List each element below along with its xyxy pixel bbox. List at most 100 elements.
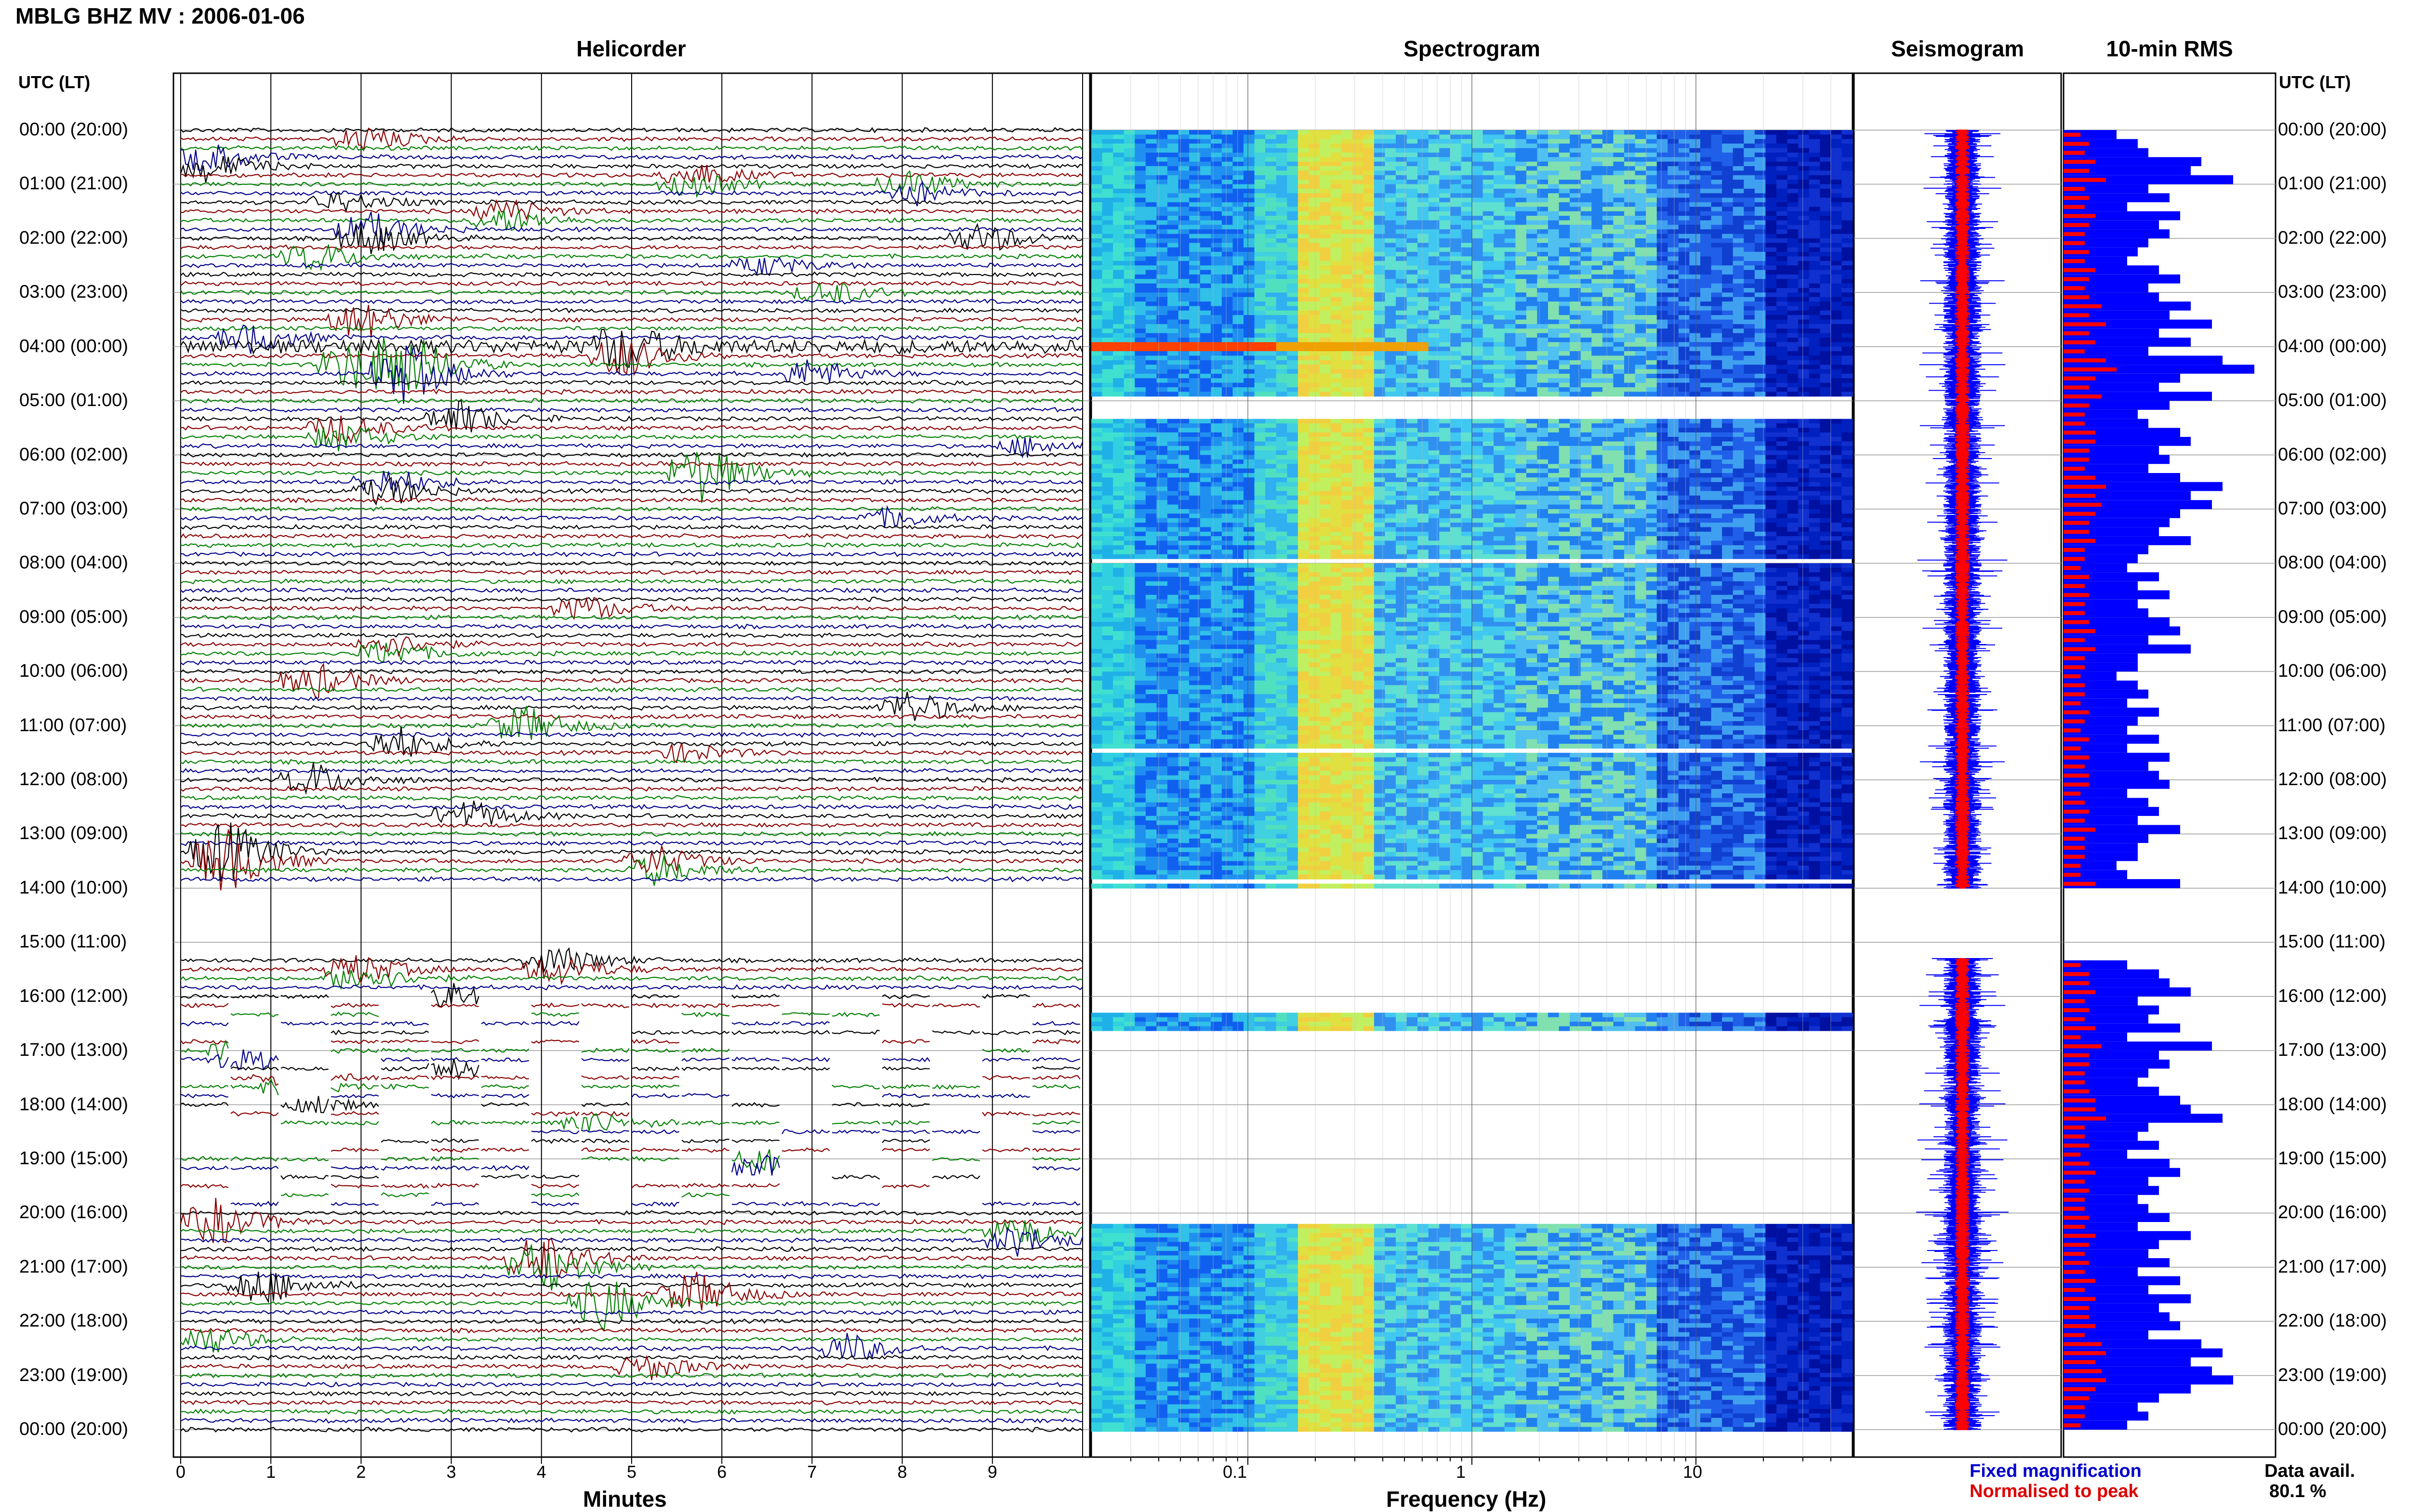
spectrogram-cell — [1450, 392, 1462, 397]
spectrogram-cell — [1591, 360, 1603, 365]
spectrogram-cell — [1830, 148, 1842, 153]
spectrogram-cell — [1200, 319, 1211, 325]
spectrogram-cell — [1363, 256, 1375, 262]
spectrogram-cell — [1254, 270, 1266, 275]
spectrogram-cell — [1341, 224, 1353, 230]
spectrogram-cell — [1635, 144, 1646, 149]
spectrogram-cell — [1189, 329, 1201, 334]
spectrogram-cell — [1504, 175, 1516, 180]
spectrogram-cell — [1765, 180, 1777, 184]
spectrogram-cell — [1733, 148, 1744, 153]
spectrogram-cell — [1254, 251, 1266, 257]
spectrogram-cell — [1668, 302, 1679, 306]
spectrogram-cell — [1700, 144, 1712, 149]
spectrogram-cell — [1624, 333, 1636, 338]
spectrogram-cell — [1461, 270, 1472, 275]
spectrogram-cell — [1482, 130, 1494, 135]
spectrogram-cell — [1668, 342, 1679, 347]
spectrogram-cell — [1548, 197, 1560, 203]
spectrogram-cell — [1417, 378, 1429, 383]
spectrogram-cell — [1374, 251, 1386, 257]
spectrogram-cell — [1624, 346, 1636, 352]
spectrogram-cell — [1635, 346, 1646, 352]
spectrogram-cell — [1297, 193, 1310, 198]
spectrogram-cell — [1830, 157, 1842, 162]
spectrogram-cell — [1689, 292, 1701, 298]
spectrogram-cell — [1287, 234, 1298, 239]
spectrogram-cell — [1494, 382, 1505, 388]
spectrogram-cell — [1439, 310, 1451, 316]
spectrogram-cell — [1396, 261, 1407, 266]
spectrogram-cell — [1613, 224, 1625, 230]
spectrogram-cell — [1635, 130, 1646, 135]
spectrogram-cell — [1733, 306, 1744, 311]
spectrogram-cell — [1450, 193, 1462, 198]
spectrogram-cell — [1733, 197, 1744, 203]
spectrogram-cell — [1091, 197, 1103, 203]
spectrogram-cell — [1396, 310, 1407, 316]
spectrogram-cell — [1624, 130, 1636, 135]
helicorder-trace — [180, 785, 1083, 792]
spectrogram-cell — [1211, 256, 1222, 262]
spectrogram-cell — [1668, 144, 1679, 149]
spectrogram-cell — [1646, 166, 1657, 171]
spectrogram-cell — [1841, 256, 1853, 262]
spectrogram-cell — [1504, 369, 1516, 374]
spectrogram-cell — [1406, 382, 1418, 388]
spectrogram-cell — [1113, 382, 1125, 388]
spectrogram-cell — [1178, 207, 1190, 212]
spectrogram-cell — [1765, 324, 1777, 329]
spectrogram-cell — [1602, 419, 1614, 424]
spectrogram-cell — [1656, 378, 1668, 383]
spectrogram-cell — [1145, 224, 1157, 230]
spectrogram-cell — [1613, 279, 1625, 284]
spectrogram-cell — [1417, 207, 1429, 212]
spectrogram-cell — [1428, 166, 1440, 171]
helicorder-trace — [180, 208, 1083, 231]
spectrogram-cell — [1678, 243, 1690, 248]
spectrogram-cell — [1167, 211, 1179, 216]
spectrogram-cell — [1221, 224, 1233, 230]
spectrogram-cell — [1700, 256, 1712, 262]
spectrogram-cell — [1200, 211, 1211, 216]
spectrogram-cell — [1482, 283, 1494, 289]
spectrogram-cell — [1113, 130, 1125, 135]
spectrogram-cell — [1754, 197, 1766, 203]
spectrogram-cell — [1830, 220, 1842, 225]
spectrogram-cell — [1646, 130, 1657, 135]
spectrogram-cell — [1798, 373, 1810, 379]
spectrogram-cell — [1396, 315, 1407, 320]
helicorder-trace — [180, 325, 1083, 332]
spectrogram-cell — [1733, 251, 1744, 257]
spectrogram-cell — [1602, 211, 1614, 216]
spectrogram-cell — [1624, 441, 1636, 447]
spectrogram-cell — [1624, 265, 1636, 270]
spectrogram-cell — [1765, 446, 1777, 451]
spectrogram-cell — [1406, 310, 1418, 316]
spectrogram-cell — [1570, 220, 1581, 225]
spectrogram-cell — [1417, 297, 1429, 302]
spectrogram-cell — [1602, 148, 1614, 153]
spectrogram-cell — [1809, 251, 1820, 257]
spectrogram-cell — [1776, 288, 1788, 293]
spectrogram-cell — [1135, 166, 1146, 171]
spectrogram-cell — [1559, 419, 1570, 424]
spectrogram-cell — [1221, 346, 1233, 352]
spectrogram-cell — [1722, 144, 1734, 149]
spectrogram-cell — [1406, 441, 1418, 447]
spectrogram-cell — [1526, 216, 1538, 221]
spectrogram-cell — [1309, 455, 1320, 460]
spectrogram-cell — [1091, 157, 1103, 162]
spectrogram-cell — [1635, 216, 1646, 221]
spectrogram-cell — [1700, 220, 1712, 225]
helicorder-trace — [180, 1154, 1081, 1176]
spectrogram-cell — [1646, 387, 1657, 392]
spectrogram-cell — [1211, 238, 1222, 243]
spectrogram-cell — [1798, 337, 1810, 342]
spectrogram-cell — [1689, 306, 1701, 311]
spectrogram-cell — [1776, 207, 1788, 212]
spectrogram-cell — [1602, 292, 1614, 298]
spectrogram-cell — [1232, 283, 1244, 289]
spectrogram-cell — [1113, 423, 1125, 428]
spectrogram-cell — [1656, 297, 1668, 302]
